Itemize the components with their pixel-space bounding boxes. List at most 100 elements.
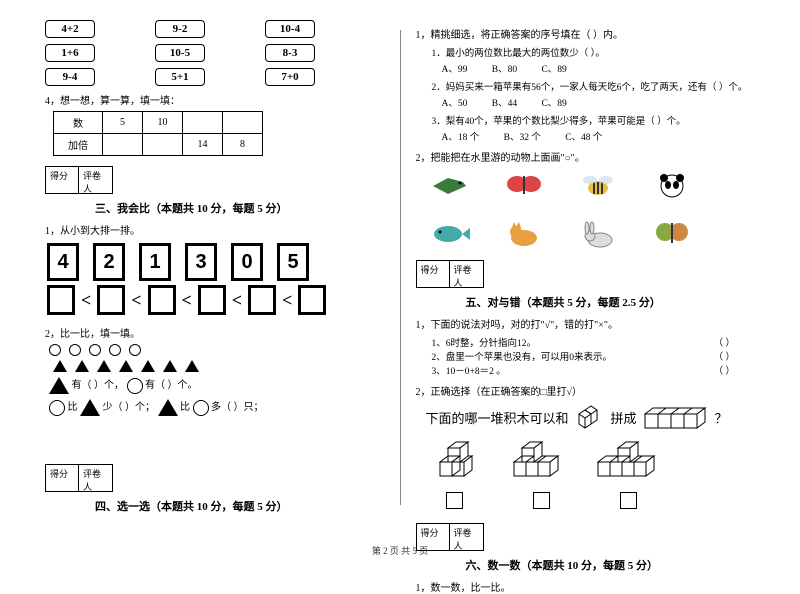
expr-box: 5+1: [155, 68, 205, 86]
blocks-text: ？: [715, 408, 728, 427]
option: A、50: [442, 99, 468, 109]
panda-icon: [650, 170, 694, 202]
table-cell: [183, 112, 223, 134]
cat-icon: [502, 218, 546, 250]
table-cell: 14: [183, 134, 223, 156]
animals-grid: [428, 170, 728, 250]
question-1-1: 1．最小的两位数比最大的两位数少（ ）。: [432, 45, 756, 59]
less-than-icon: <: [79, 290, 93, 311]
score-box: 得分 评卷人: [45, 166, 385, 194]
table-cell: [103, 134, 143, 156]
blocks-options: [436, 438, 756, 482]
blank-box: [148, 285, 176, 315]
option: A、99: [442, 65, 468, 75]
shape-text: 多（ ）只；: [211, 402, 264, 413]
section-6-title: 六、数一数（本题共 10 分，每题 5 分）: [466, 557, 756, 573]
option: A、18 个: [442, 133, 480, 143]
expr-box: 7+0: [265, 68, 315, 86]
table-cell: 8: [223, 134, 263, 156]
score-box: 得分 评卷人: [416, 260, 756, 288]
cube-icon: [575, 404, 605, 430]
score-box: 得分 评卷人: [45, 464, 385, 492]
expression-boxes: 4+2 1+6 9-4 9-2 10-5 5+1 10-4 8-3 7+0: [45, 20, 385, 86]
question-1: 1，精挑细选，将正确答案的序号填在（ ）内。: [416, 26, 756, 41]
question-6-1: 1，数一数，比一比。: [416, 579, 756, 594]
bird-icon: [428, 170, 472, 202]
checkbox-icon: [446, 492, 463, 509]
triangle-icon: [163, 360, 177, 372]
cube-stack-a: [436, 438, 486, 482]
circle-icon: [127, 378, 143, 394]
option: B、44: [492, 99, 517, 109]
expr-box: 10-4: [265, 20, 315, 38]
question-5-2: 2，正确选择（在正确答案的□里打√）: [416, 383, 756, 398]
bee-icon: [576, 170, 620, 202]
number-card: 5: [277, 243, 309, 281]
expr-box: 9-4: [45, 68, 95, 86]
option: B、32 个: [504, 133, 541, 143]
triangle-icon: [141, 360, 155, 372]
triangle-icon: [75, 360, 89, 372]
option: C、89: [541, 65, 566, 75]
option: B、80: [492, 65, 517, 75]
double-table: 数 5 10 加倍 14 8: [53, 111, 263, 156]
less-than-icon: <: [280, 290, 294, 311]
section-5-title: 五、对与错（本题共 5 分，每题 2.5 分）: [466, 294, 756, 310]
triangle-icon: [185, 360, 199, 372]
option: C、89: [541, 99, 566, 109]
table-cell: 数: [54, 112, 103, 134]
options-1-3: A、18 个 B、32 个 C、48 个: [442, 129, 756, 143]
fish-icon: [428, 218, 472, 250]
checkbox-row: [446, 492, 756, 509]
checkbox-icon: [620, 492, 637, 509]
blank-box: [47, 285, 75, 315]
section-4-title: 四、选一选（本题共 10 分，每题 5 分）: [95, 498, 385, 514]
circle-icon: [49, 400, 65, 416]
grader-label: 评卷人: [79, 166, 113, 194]
circle-icon: [89, 344, 101, 356]
number-card: 2: [93, 243, 125, 281]
score-label: 得分: [45, 166, 79, 194]
shape-text: 有（ ）个。: [145, 380, 198, 391]
expr-box: 10-5: [155, 44, 205, 62]
table-cell: 加倍: [54, 134, 103, 156]
expr-box: 4+2: [45, 20, 95, 38]
question-4: 4，想一想，算一算，填一填：: [45, 92, 385, 107]
number-card: 1: [139, 243, 171, 281]
rabbit-icon: [576, 218, 620, 250]
score-label: 得分: [45, 464, 79, 492]
page-footer: 第 2 页 共 5 页: [0, 544, 800, 557]
question-1-3: 3．梨有40个，苹果的个数比梨少得多，苹果可能是（ ）个。: [432, 113, 756, 127]
triangle-icon: [158, 399, 178, 416]
blank-box: [298, 285, 326, 315]
tf-item: 1、6时整，分针指向12。（ ）: [432, 335, 756, 349]
butterfly2-icon: [650, 218, 694, 250]
checkbox-icon: [533, 492, 550, 509]
circle-icon: [193, 400, 209, 416]
tf-item: 3、10－0+8＝2 。（ ）: [432, 363, 756, 377]
circle-icon: [49, 344, 61, 356]
less-than-icon: <: [180, 290, 194, 311]
section-3-title: 三、我会比（本题共 10 分，每题 5 分）: [95, 200, 385, 216]
circle-icon: [129, 344, 141, 356]
blank-box: [248, 285, 276, 315]
options-1-1: A、99 B、80 C、89: [442, 61, 756, 75]
blocks-text: 下面的哪一堆积木可以和: [426, 408, 569, 427]
cube-stack-b: [510, 438, 570, 482]
blank-box: [97, 285, 125, 315]
blocks-question: 下面的哪一堆积木可以和 拼成 ？: [426, 404, 756, 430]
table-cell: 5: [103, 112, 143, 134]
shape-text: 比: [68, 402, 78, 413]
shapes-compare: 有（ ）个， 有（ ）个。 比 少（ ）个； 比 多（ ）只；: [49, 344, 385, 454]
triangle-icon: [49, 377, 69, 394]
number-card: 3: [185, 243, 217, 281]
butterfly-icon: [502, 170, 546, 202]
table-cell: 10: [143, 112, 183, 134]
tf-item: 2、盘里一个苹果也没有，可以用0来表示。（ ）: [432, 349, 756, 363]
shape-text: 少（ ）个；: [103, 402, 156, 413]
circle-icon: [109, 344, 121, 356]
blocks-text: 拼成: [611, 408, 637, 427]
triangle-icon: [97, 360, 111, 372]
number-cards: 4 2 1 3 0 5: [47, 243, 385, 281]
cuboid-icon: [643, 404, 709, 430]
